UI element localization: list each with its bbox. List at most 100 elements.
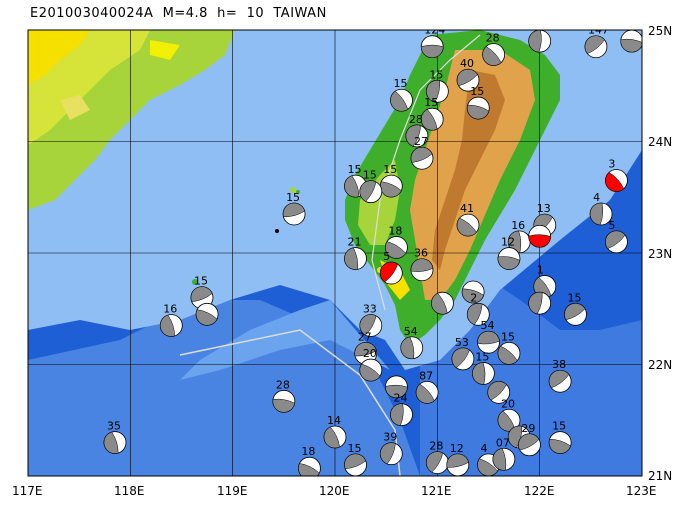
beachball-compression (390, 403, 404, 426)
focal-mechanism: 18 (620, 18, 642, 53)
beachball-compression (410, 258, 434, 272)
beachball-compression (451, 347, 470, 369)
focal-mechanism: 15 (282, 191, 306, 226)
depth-label: 40 (460, 57, 474, 70)
beachball-compression (467, 104, 490, 120)
beachball-compression (492, 448, 507, 471)
focal-mechanism: 3 (605, 158, 628, 192)
lat-label: 25N (648, 24, 672, 38)
focal-mechanism: 15 (471, 350, 495, 385)
focal-mechanism: 15 (564, 291, 587, 326)
event-title: E201003040024A M=4.8 h= 10 TAIWAN (30, 6, 327, 21)
depth-label: 16 (163, 302, 177, 315)
depth-label: 15 (286, 191, 300, 204)
focal-mechanism: 18 (298, 445, 321, 476)
lon-label: 122E (524, 484, 555, 498)
focal-mechanism: 29 (518, 422, 541, 457)
lat-label: 23N (648, 247, 672, 261)
focal-mechanism: 28 (405, 113, 429, 148)
depth-label: 15 (363, 169, 377, 182)
depth-label: 15 (383, 163, 397, 176)
focal-mechanism: 5 (379, 250, 403, 285)
focal-mechanism: 15 (425, 68, 449, 103)
depth-label: 15 (475, 350, 489, 363)
depth-label: 127 (532, 18, 553, 31)
depth-label: 15 (347, 163, 361, 176)
focal-mechanism (528, 291, 552, 315)
beachball-compression (528, 30, 542, 53)
beachball-compression (160, 314, 175, 337)
focal-mechanism: 28 (482, 32, 506, 66)
focal-mechanism (528, 224, 552, 248)
beachball-compression (190, 286, 213, 302)
depth-label: 41 (460, 202, 474, 215)
focal-mechanism: 38 (548, 358, 572, 393)
depth-label: 12 (450, 442, 464, 455)
focal-mechanism: 33 (359, 302, 383, 337)
focal-mechanism: 127 (528, 18, 553, 53)
depth-label: 18 (624, 18, 638, 31)
beachball-compression (405, 124, 421, 147)
beachball-compression (359, 180, 377, 202)
depth-label: 4 (593, 191, 600, 204)
beachball-compression (426, 451, 444, 473)
depth-label: 39 (383, 431, 397, 444)
beachball-compression (446, 453, 469, 468)
beachball-compression (195, 309, 218, 326)
depth-label: 28 (409, 113, 423, 126)
beachball-compression (605, 230, 626, 249)
focal-mechanism: 54 (400, 325, 424, 360)
lon-label: 117E (12, 484, 43, 498)
focal-mechanism: 07 (492, 436, 516, 471)
focal-mechanism (461, 280, 485, 304)
longitude-labels: 117E 118E 119E 120E 121E 122E 123E (12, 484, 657, 498)
depth-label: 15 (194, 275, 208, 288)
depth-label: 24 (394, 392, 408, 405)
lon-label: 119E (217, 484, 248, 498)
depth-label: 13 (537, 202, 551, 215)
focal-mechanism: 15 (466, 85, 490, 120)
beachball-compression (497, 410, 516, 432)
depth-label: 15 (470, 85, 484, 98)
focal-mechanism: 39 (379, 431, 403, 466)
beachball-compression (461, 288, 484, 304)
beachball-compression (421, 109, 438, 131)
depth-label: 29 (521, 422, 535, 435)
focal-mechanism: 4 (477, 442, 500, 476)
beachball-compression (564, 303, 586, 321)
focal-mechanism: 15 (548, 420, 572, 454)
depth-label: 15 (501, 330, 515, 343)
depth-label: 15 (567, 291, 581, 304)
depth-label: 87 (419, 369, 433, 382)
focal-mechanism: 35 (103, 420, 127, 454)
beachball-compression (410, 147, 433, 163)
focal-mechanism: 124 (420, 24, 445, 59)
depth-label: 27 (358, 330, 372, 343)
beachball-compression (415, 383, 435, 404)
beachball-compression (467, 303, 483, 325)
depth-label: 33 (363, 302, 377, 315)
focal-mechanism: 24 (390, 392, 413, 427)
depth-label: 12 (501, 236, 515, 249)
depth-label: 27 (414, 135, 428, 148)
map-frame (27, 29, 643, 477)
focal-mechanism: 53 (451, 336, 475, 371)
beachball-compression (385, 384, 408, 398)
focal-mechanism: 54 (477, 319, 500, 354)
lon-label: 120E (319, 484, 350, 498)
depth-label: 20 (501, 397, 515, 410)
beachball-compression (456, 68, 478, 87)
focal-mechanism: 28 (425, 440, 449, 475)
depth-label: 3 (608, 158, 615, 171)
depth-label: 124 (424, 24, 445, 37)
depth-label: 18 (388, 224, 402, 237)
beachball-compression (620, 38, 642, 53)
focal-mechanism (384, 375, 408, 399)
focal-mechanism: 16 (507, 219, 531, 254)
focal-mechanism: 15 (379, 163, 403, 198)
focal-mechanism: 4 (589, 191, 613, 226)
beachball-compression (420, 44, 444, 58)
